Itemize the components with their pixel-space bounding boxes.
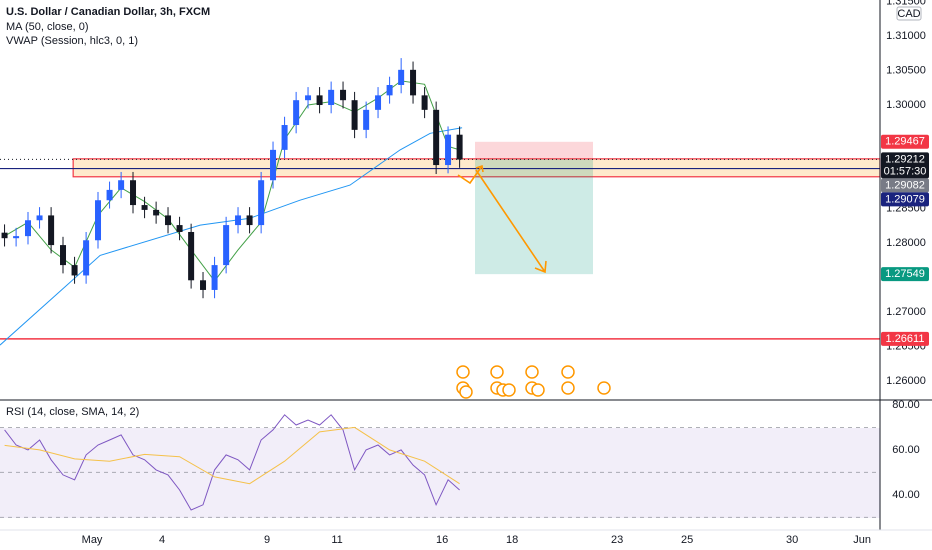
arrow bbox=[475, 169, 547, 274]
x-tick-label: 18 bbox=[506, 534, 518, 546]
event-icons bbox=[456, 365, 611, 399]
candle-body bbox=[71, 265, 78, 276]
x-tick-label: 30 bbox=[786, 534, 798, 546]
y-tick-label: 1.28000 bbox=[886, 237, 926, 249]
candle-body bbox=[398, 69, 405, 86]
y-tick-label: 1.26000 bbox=[886, 375, 926, 387]
candle-body bbox=[223, 225, 230, 266]
candle-body bbox=[270, 149, 277, 181]
candle-body bbox=[83, 240, 90, 276]
price-tag bbox=[881, 331, 929, 346]
price-tag bbox=[881, 134, 929, 149]
price-tag bbox=[881, 192, 929, 207]
series-line bbox=[4, 414, 460, 511]
candle-body bbox=[235, 215, 242, 226]
candle-body bbox=[25, 220, 32, 237]
price-tag-label: 1.29079 bbox=[885, 193, 925, 205]
y-tick-label: 40.00 bbox=[892, 489, 920, 501]
candle-body bbox=[176, 225, 183, 232]
candle-body bbox=[421, 95, 428, 110]
symbol-title[interactable]: U.S. Dollar / Canadian Dollar, 3h, FXCM bbox=[6, 6, 210, 18]
candle-body bbox=[130, 180, 137, 206]
candle-body bbox=[153, 209, 160, 216]
x-tick-label: 16 bbox=[436, 534, 448, 546]
series-line bbox=[4, 80, 460, 282]
y-tick-label: 60.00 bbox=[892, 444, 920, 456]
series-line bbox=[4, 426, 460, 485]
x-tick-label: Jun bbox=[853, 534, 871, 546]
candle-body bbox=[328, 89, 335, 106]
candle-body bbox=[456, 134, 463, 160]
candle-body bbox=[386, 85, 393, 96]
candle-body bbox=[211, 265, 218, 290]
y-tick-label: 1.30500 bbox=[886, 64, 926, 76]
price-tag bbox=[881, 267, 929, 282]
y-tick-label: 1.27000 bbox=[886, 306, 926, 318]
trade-arrows bbox=[457, 164, 547, 274]
candle-body bbox=[410, 69, 417, 96]
price-tag bbox=[881, 152, 929, 179]
plot bbox=[0, 58, 881, 518]
candle-body bbox=[106, 189, 113, 201]
y-tick-label: 1.31000 bbox=[886, 30, 926, 42]
candle-body bbox=[375, 95, 382, 110]
x-tick-label: 25 bbox=[681, 534, 693, 546]
candle-body bbox=[340, 89, 347, 101]
legend-ma[interactable]: MA (50, close, 0) bbox=[6, 21, 89, 33]
price-tag bbox=[881, 178, 929, 193]
candle-body bbox=[445, 134, 452, 166]
x-tick-label: 9 bbox=[264, 534, 270, 546]
y-tick-label: 1.31500 bbox=[886, 0, 926, 7]
candle-body bbox=[165, 215, 172, 226]
candle-body bbox=[200, 280, 207, 290]
stop-zone bbox=[475, 141, 593, 160]
candle-body bbox=[258, 180, 265, 226]
candle-body bbox=[36, 215, 43, 221]
y-tick-label: 80.00 bbox=[892, 399, 920, 411]
currency-box[interactable] bbox=[896, 6, 922, 21]
currency[interactable]: CAD bbox=[897, 8, 920, 20]
rsi-title[interactable]: RSI (14, close, SMA, 14, 2) bbox=[6, 406, 139, 418]
price-tag-label: 1.27549 bbox=[885, 268, 925, 280]
legend-vwap[interactable]: VWAP (Session, hlc3, 0, 1) bbox=[6, 35, 138, 47]
candle-body bbox=[60, 245, 67, 266]
price-tag-label: 1.26611 bbox=[886, 333, 925, 345]
series-line bbox=[0, 127, 463, 346]
candle-body bbox=[293, 100, 300, 126]
candle-body bbox=[48, 215, 55, 246]
candle-body bbox=[363, 109, 370, 130]
y-tick-label: 1.30000 bbox=[886, 99, 926, 111]
candle-body bbox=[118, 180, 125, 190]
candle-body bbox=[281, 125, 288, 150]
candle-body bbox=[1, 232, 8, 239]
candle-body bbox=[246, 215, 253, 226]
candle-body bbox=[95, 200, 102, 241]
x-tick-label: 23 bbox=[611, 534, 623, 546]
candle-body bbox=[13, 236, 20, 239]
price-tag-label: 1.29082 bbox=[885, 179, 925, 191]
countdown: 01:57:30 bbox=[884, 165, 927, 177]
rsi-band bbox=[0, 428, 880, 518]
candle-body bbox=[305, 95, 312, 101]
x-tick-label: 11 bbox=[331, 534, 342, 546]
candle-body bbox=[316, 95, 323, 106]
price-tag-label: 1.29212 bbox=[885, 153, 925, 165]
candle-body bbox=[141, 205, 148, 210]
candle-body bbox=[351, 100, 358, 130]
candle-body bbox=[433, 109, 440, 166]
x-tick-label: May bbox=[82, 534, 103, 546]
price-tag-label: 1.29467 bbox=[885, 136, 925, 148]
candle-body bbox=[188, 231, 195, 281]
x-tick-label: 4 bbox=[159, 534, 165, 546]
